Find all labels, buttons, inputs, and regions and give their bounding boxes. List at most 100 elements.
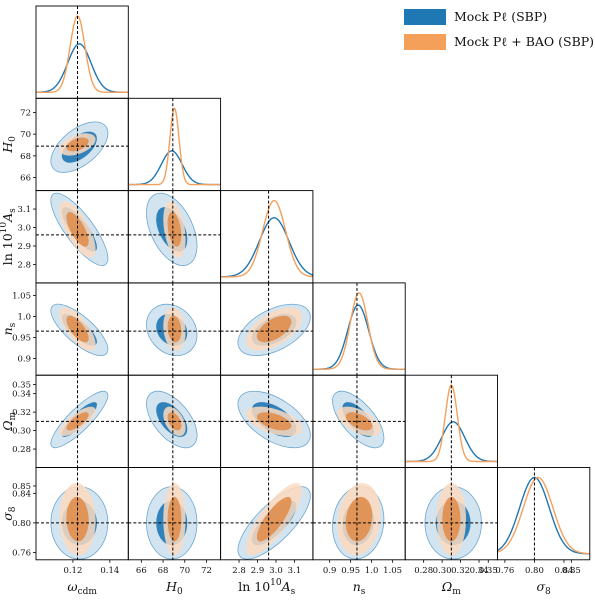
y-tick-label-s8: 0.76 [12, 548, 31, 558]
x-tick-label-H0: 66 [136, 566, 147, 576]
y-tick-label-lnAs: 3.1 [17, 205, 31, 215]
panel-Om-lnAs [220, 374, 314, 468]
x-tick-label-lnAs: 3.1 [288, 566, 302, 576]
legend-swatch-bao [404, 34, 446, 50]
y-tick-label-H0: 68 [20, 152, 31, 162]
legend-label-bao: Mock Pℓ + BAO (SBP) [454, 34, 595, 49]
panel-s8-s8 [497, 467, 591, 561]
panel-frame [127, 97, 222, 192]
y-tick-label-H0: 70 [20, 130, 31, 140]
panel-s8-wcdm [35, 467, 129, 561]
y-tick-label-ns: 1.0 [17, 312, 31, 322]
x-axis-label-H0: H0 [165, 579, 183, 597]
y-tick-label-s8: 0.85 [12, 482, 31, 492]
y-tick-label-lnAs: 3.0 [17, 224, 31, 234]
posterior-1d-sbp [128, 150, 221, 186]
panel-s8-lnAs [220, 467, 314, 561]
x-tick-label-Om: 0.30 [433, 566, 452, 576]
y-tick-label-lnAs: 2.8 [17, 260, 31, 270]
panel-content [312, 375, 406, 468]
x-axis-label-s8: σ8 [537, 579, 552, 597]
x-tick-label-lnAs: 3.0 [269, 566, 283, 576]
panel-content [405, 375, 498, 468]
contour-68-bao [345, 496, 373, 542]
contour-68-bao [256, 315, 292, 343]
x-axis-label-wcdm: ωcdm [67, 579, 97, 597]
contour-68-bao [256, 412, 292, 431]
y-tick-label-Om: 0.35 [12, 380, 31, 390]
panel-content [220, 282, 313, 376]
panel-H0-H0 [127, 97, 222, 192]
panel-content [36, 375, 129, 468]
y-tick-label-ns: 1.05 [12, 291, 31, 301]
panel-s8-ns [312, 467, 406, 561]
panel-wcdm-wcdm [35, 5, 129, 99]
x-tick-label-Om: 0.34 [470, 566, 489, 576]
legend-entry: Mock Pℓ (SBP) [404, 6, 592, 28]
y-axis-label-Om: Ωm [0, 411, 18, 431]
x-axis-label-ns: ns [353, 579, 366, 597]
y-tick-label-s8: 0.80 [12, 519, 31, 529]
panel-frame [312, 282, 406, 376]
panel-Om-wcdm [35, 374, 129, 468]
posterior-1d-bao [128, 107, 221, 186]
x-tick-label-ns: 1.05 [383, 566, 402, 576]
posterior-1d-sbp [312, 304, 406, 370]
x-tick-label-s8: 0.84 [554, 566, 573, 576]
panel-ns-ns [312, 282, 406, 376]
x-tick-label-wcdm: 0.14 [100, 566, 119, 576]
panel-content [128, 190, 221, 283]
x-tick-label-H0: 68 [158, 566, 169, 576]
panel-content [312, 467, 406, 560]
posterior-1d-sbp [220, 217, 313, 278]
panel-content [312, 282, 406, 376]
x-tick-label-ns: 0.9 [323, 566, 337, 576]
panel-Om-Om [404, 374, 498, 468]
panel-content [128, 98, 221, 191]
panel-content [36, 6, 129, 99]
panel-lnAs-lnAs [220, 190, 314, 284]
panel-content [405, 467, 498, 560]
x-tick-label-H0: 72 [201, 566, 212, 576]
posterior-1d-bao [220, 199, 313, 278]
panel-frame [497, 467, 591, 561]
posterior-1d-sbp [497, 476, 590, 555]
legend: Mock Pℓ (SBP) Mock Pℓ + BAO (SBP) [404, 6, 595, 56]
panel-content [220, 375, 313, 468]
panel-content [36, 190, 129, 283]
posterior-1d-bao [312, 292, 406, 370]
y-tick-label-s8: 0.84 [12, 489, 31, 499]
y-tick-label-ns: 0.95 [12, 333, 31, 343]
y-tick-label-Om: 0.30 [12, 427, 31, 437]
x-axis-label-lnAs: ln 1010As [238, 578, 295, 597]
x-tick-label-s8: 0.85 [562, 566, 581, 576]
panel-s8-H0 [127, 467, 222, 561]
x-tick-label-wcdm: 0.12 [63, 566, 82, 576]
contour-68-bao [256, 496, 292, 542]
legend-label-sbp: Mock Pℓ (SBP) [454, 9, 548, 24]
contour-68-bao [66, 212, 89, 247]
panel-content [220, 190, 313, 283]
panel-content [128, 282, 221, 376]
legend-entry: Mock Pℓ + BAO (SBP) [404, 31, 595, 53]
x-tick-label-lnAs: 2.8 [232, 566, 246, 576]
y-tick-label-Om: 0.34 [12, 390, 31, 400]
legend-swatch-sbp [404, 9, 446, 25]
posterior-1d-sbp [36, 43, 129, 93]
panel-s8-Om [404, 467, 498, 561]
x-tick-label-H0: 70 [179, 566, 190, 576]
panel-Om-ns [312, 374, 406, 468]
x-tick-label-Om: 0.32 [451, 566, 470, 576]
y-tick-label-Om: 0.32 [12, 408, 31, 418]
panel-Om-H0 [127, 374, 222, 468]
x-tick-label-ns: 0.95 [341, 566, 360, 576]
y-tick-label-H0: 72 [20, 108, 31, 118]
y-axis-label-s8: σ8 [0, 506, 18, 521]
x-tick-label-s8: 0.80 [525, 566, 544, 576]
y-tick-label-Om: 0.28 [12, 445, 31, 455]
panel-content [36, 467, 129, 560]
y-tick-label-ns: 0.9 [17, 354, 31, 364]
y-tick-label-H0: 66 [20, 174, 31, 184]
x-tick-label-lnAs: 2.9 [251, 566, 265, 576]
